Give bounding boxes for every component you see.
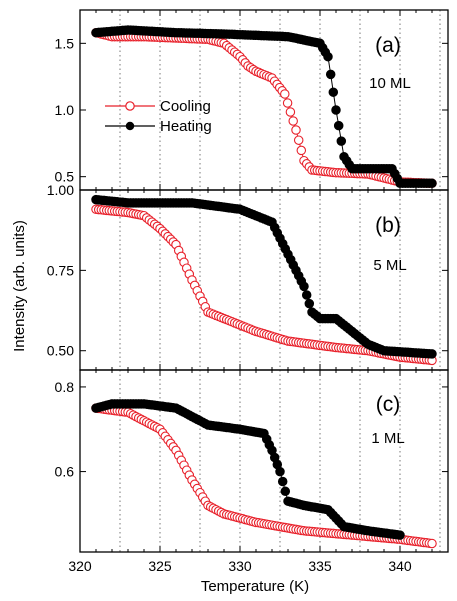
data-point-heating: [275, 466, 285, 477]
data-point-heating: [336, 136, 347, 146]
data-point-heating: [333, 120, 344, 131]
y-tick-label: 0.6: [55, 464, 75, 480]
y-tick-label: 1.00: [47, 182, 74, 198]
y-axis-title: Intensity (arb. units): [11, 220, 28, 352]
data-point-cooling: [291, 125, 301, 135]
y-tick-label: 1.5: [55, 35, 75, 51]
x-tick-label: 340: [388, 558, 412, 574]
series-heating: [91, 194, 437, 359]
axis-ticks: [79, 10, 449, 552]
data-point-heating: [304, 298, 315, 309]
data-point-heating: [277, 476, 288, 487]
panel-frame: [79, 369, 449, 553]
data-point-cooling: [427, 538, 437, 549]
y-tick-label: 0.50: [47, 343, 74, 359]
thickness-label: 10 ML: [369, 75, 411, 92]
data-point-cooling: [296, 145, 307, 156]
x-axis-title: Temperature (K): [201, 578, 309, 595]
data-point-heating: [299, 281, 309, 292]
data-point-cooling: [282, 98, 293, 108]
y-tick-label: 0.8: [55, 379, 75, 395]
text-labels: Temperature (K) Intensity (arb. units) 3…: [11, 34, 412, 595]
data-point-heating: [427, 349, 437, 359]
vertical-grid-lines: [119, 10, 441, 552]
panel-label: (c): [376, 393, 401, 416]
panel-label: (a): [375, 34, 401, 57]
legend-cooling-marker: [125, 101, 135, 111]
panel-label: (b): [375, 214, 401, 237]
data-point-heating: [301, 290, 312, 300]
data-point-heating: [325, 69, 336, 80]
series-heating: [91, 25, 437, 189]
data-point-heating: [323, 51, 333, 62]
series-cooling: [91, 204, 437, 366]
y-tick-label: 0.5: [55, 169, 75, 185]
thickness-label: 5 ML: [373, 257, 406, 274]
data-point-heating: [328, 87, 339, 97]
series-cooling: [91, 403, 437, 549]
legend: Cooling Heating: [105, 98, 212, 135]
data-point-cooling: [293, 135, 304, 145]
legend-heating-marker: [125, 121, 135, 131]
data-point-heating: [427, 178, 437, 189]
data-point-cooling: [280, 89, 290, 99]
series-heating: [91, 399, 405, 540]
panel-frames: [79, 9, 449, 553]
data-point-heating: [331, 105, 341, 115]
y-tick-label: 0.75: [47, 262, 74, 278]
data-point-cooling: [285, 107, 296, 117]
legend-heating-label: Heating: [160, 118, 212, 135]
data-series: [91, 25, 437, 549]
legend-cooling-label: Cooling: [160, 98, 211, 115]
x-tick-label: 335: [308, 558, 332, 574]
x-tick-label: 320: [68, 558, 92, 574]
data-point-cooling: [288, 116, 298, 126]
x-tick-label: 330: [228, 558, 252, 574]
data-point-heating: [280, 486, 291, 497]
data-point-heating: [395, 530, 405, 540]
y-tick-label: 1.0: [55, 102, 75, 118]
thickness-label: 1 ML: [371, 430, 404, 447]
x-tick-label: 325: [148, 558, 172, 574]
